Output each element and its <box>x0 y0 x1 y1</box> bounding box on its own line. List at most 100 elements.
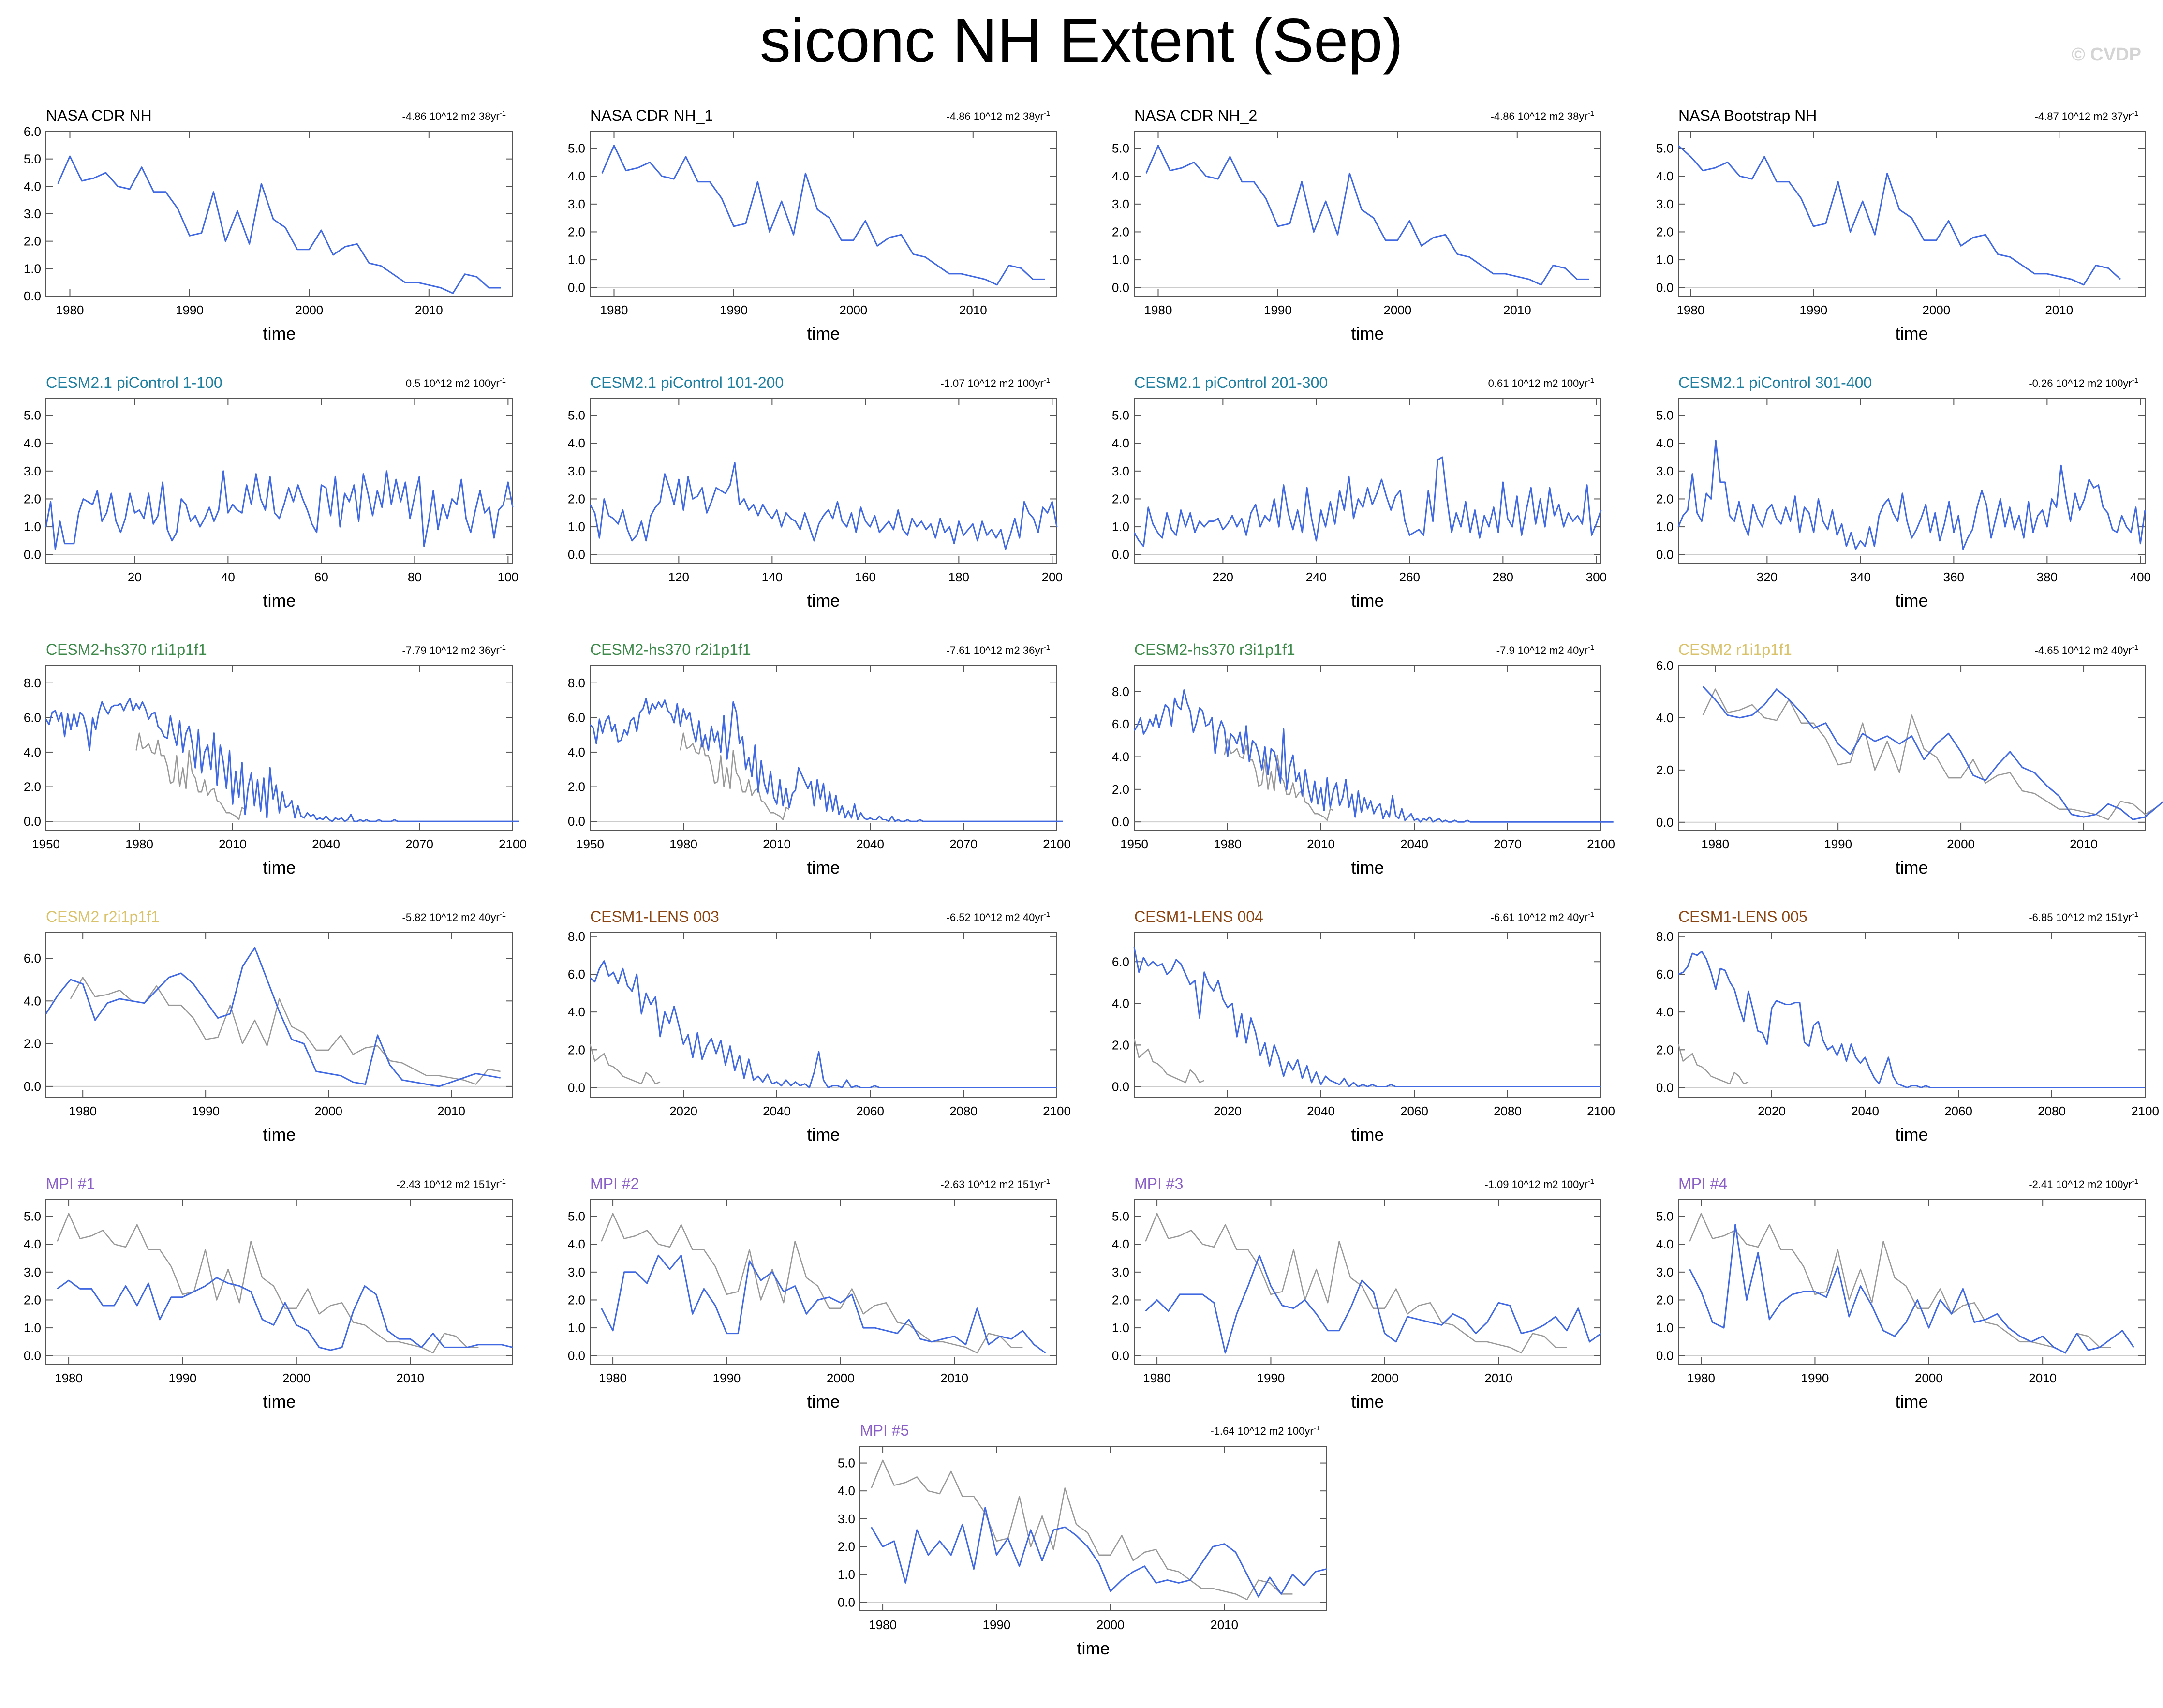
x-tick-label: 1990 <box>720 303 748 317</box>
x-tick-label: 280 <box>1493 570 1513 584</box>
x-axis-label: time <box>1351 858 1384 877</box>
x-axis-label: time <box>263 591 296 610</box>
x-tick-label: 1980 <box>599 1371 627 1385</box>
plot-frame <box>1678 131 2146 297</box>
y-tick-label: 3.0 <box>1656 197 1674 211</box>
x-tick-label: 2010 <box>2070 837 2098 851</box>
y-tick-label: 1.0 <box>24 520 41 534</box>
x-axis-label: time <box>1895 591 1928 610</box>
x-tick-label: 2060 <box>1944 1104 1972 1118</box>
trend-exponent: -1 <box>1044 109 1050 118</box>
model-series-line <box>1133 947 1601 1087</box>
x-axis-label: time <box>807 1392 840 1411</box>
y-tick-label: 4.0 <box>24 745 41 759</box>
model-series-line <box>57 1277 513 1351</box>
x-tick-label: 2020 <box>669 1104 697 1118</box>
panel-title: NASA CDR NH <box>46 107 152 124</box>
y-tick-label: 2.0 <box>568 1042 585 1057</box>
trend-exponent: -1 <box>2132 643 2138 652</box>
plot-frame <box>590 131 1057 297</box>
y-tick-label: 5.0 <box>1112 1209 1129 1224</box>
x-axis-label: time <box>1895 324 1928 343</box>
x-tick-label: 2010 <box>1210 1618 1238 1632</box>
y-tick-label: 4.0 <box>1656 436 1674 450</box>
chart-panel: CESM2-hs370 r1i1p1f1 -7.79 10^12 m2 36yr-… <box>24 641 527 877</box>
x-tick-label: 1980 <box>1144 303 1172 317</box>
y-tick-label: 0.0 <box>24 814 41 829</box>
trend-label: -4.86 10^12 m2 38yr-1 <box>947 109 1050 122</box>
y-tick-label: 0.0 <box>1112 548 1129 562</box>
panel-title: CESM2.1 piControl 1-100 <box>46 374 222 391</box>
trend-label: -4.86 10^12 m2 38yr-1 <box>1491 109 1594 122</box>
trend-label: -1.64 10^12 m2 100yr-1 <box>1210 1424 1320 1437</box>
x-tick-label: 2010 <box>763 837 791 851</box>
y-tick-label: 2.0 <box>1656 224 1674 239</box>
x-tick-label: 1950 <box>1120 837 1148 851</box>
observed-series-line <box>1224 738 1334 821</box>
y-tick-label: 0.0 <box>1112 281 1129 295</box>
y-tick-label: 4.0 <box>1656 1237 1674 1251</box>
y-tick-label: 5.0 <box>838 1456 855 1470</box>
y-tick-label: 1.0 <box>838 1567 855 1582</box>
trend-exponent: -1 <box>1588 910 1594 919</box>
x-tick-label: 1950 <box>32 837 60 851</box>
trend-exponent: -1 <box>2132 1177 2138 1186</box>
plot-frame <box>1134 665 1601 831</box>
y-tick-label: 1.0 <box>1112 520 1129 534</box>
y-tick-label: 0.0 <box>24 548 41 562</box>
x-axis-label: time <box>807 591 840 610</box>
trend-label: -7.9 10^12 m2 40yr-1 <box>1496 643 1594 656</box>
y-tick-label: 4.0 <box>568 436 585 450</box>
y-tick-label: 3.0 <box>568 1265 585 1279</box>
trend-label: -1.09 10^12 m2 100yr-1 <box>1484 1177 1594 1190</box>
x-tick-label: 2020 <box>1214 1104 1242 1118</box>
y-tick-label: 3.0 <box>838 1512 855 1526</box>
y-tick-label: 0.0 <box>1656 1080 1674 1095</box>
trend-label: -1.07 10^12 m2 100yr-1 <box>940 376 1050 389</box>
y-tick-label: 2.0 <box>24 234 41 249</box>
y-tick-label: 8.0 <box>1112 684 1129 699</box>
chart-panel: CESM1-LENS 005 -6.85 10^12 m2 151yr-1 0.0 2… <box>1656 908 2159 1144</box>
x-tick-label: 1990 <box>192 1104 220 1118</box>
y-tick-label: 3.0 <box>24 464 41 478</box>
trend-exponent: -1 <box>1044 1177 1050 1186</box>
model-series-line <box>57 155 501 294</box>
panel-title: MPI #4 <box>1678 1175 1727 1192</box>
panel-title: CESM2.1 piControl 301-400 <box>1678 374 1872 391</box>
y-tick-label: 2.0 <box>568 224 585 239</box>
y-tick-label: 5.0 <box>1656 141 1674 156</box>
x-tick-label: 1980 <box>600 303 628 317</box>
plot-frame <box>590 932 1057 1098</box>
y-tick-label: 0.0 <box>838 1595 855 1610</box>
plot-frame <box>1678 398 2146 564</box>
x-tick-label: 2000 <box>1371 1371 1399 1385</box>
y-tick-label: 5.0 <box>1112 408 1129 423</box>
x-axis-label: time <box>1895 1125 1928 1144</box>
observed-series-line <box>1702 688 2158 820</box>
chart-panel: MPI #4 -2.41 10^12 m2 100yr-1 0.0 1.0 2.0 3.0… <box>1656 1175 2146 1411</box>
y-tick-label: 4.0 <box>568 169 585 183</box>
y-tick-label: 6.0 <box>1656 658 1674 673</box>
trend-label: -6.52 10^12 m2 40yr-1 <box>947 910 1050 923</box>
model-series-line <box>1145 145 1589 286</box>
x-tick-label: 2010 <box>959 303 987 317</box>
observed-series-line <box>589 1044 661 1084</box>
x-tick-label: 2010 <box>940 1371 968 1385</box>
panel-title: CESM2-hs370 r1i1p1f1 <box>46 641 207 658</box>
x-tick-label: 2010 <box>1307 837 1335 851</box>
trend-exponent: -1 <box>1588 643 1594 652</box>
y-tick-label: 1.0 <box>568 1321 585 1335</box>
y-tick-label: 6.0 <box>24 124 41 139</box>
x-tick-label: 2000 <box>295 303 323 317</box>
y-tick-label: 4.0 <box>24 436 41 450</box>
observed-series-line <box>1689 1213 2111 1354</box>
observed-series-line <box>1133 1039 1205 1084</box>
y-tick-label: 2.0 <box>568 491 585 506</box>
y-tick-label: 2.0 <box>24 1292 41 1307</box>
x-tick-label: 320 <box>1757 570 1778 584</box>
panel-title: CESM1-LENS 003 <box>590 908 719 925</box>
x-tick-label: 1990 <box>169 1371 197 1385</box>
panel-title: CESM2-hs370 r3i1p1f1 <box>1134 641 1295 658</box>
x-axis-label: time <box>1351 1392 1384 1411</box>
plot-frame <box>45 131 513 297</box>
